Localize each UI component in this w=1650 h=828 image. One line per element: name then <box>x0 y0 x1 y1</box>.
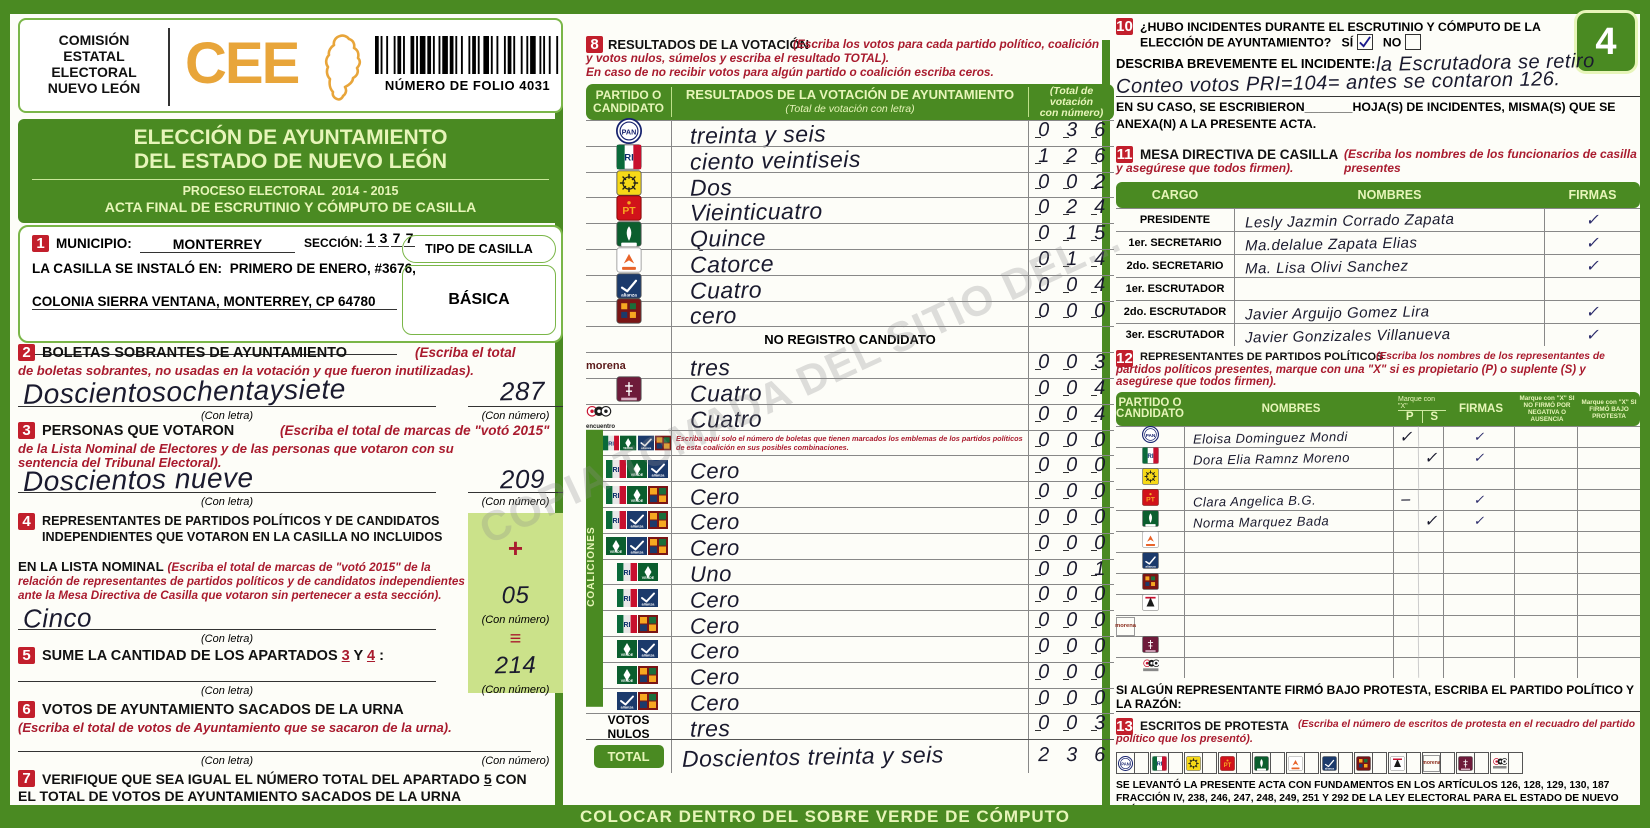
svg-text:alianza: alianza <box>620 705 634 709</box>
svg-text:PT: PT <box>622 206 636 217</box>
svg-text:PAN: PAN <box>621 127 636 136</box>
svg-text:RI: RI <box>613 493 620 500</box>
svg-text:alianza: alianza <box>631 525 645 529</box>
svg-text:alianza: alianza <box>621 292 637 298</box>
svg-text:alianza: alianza <box>641 602 655 606</box>
svg-text:alianza: alianza <box>641 654 655 658</box>
svg-text:VERDE: VERDE <box>641 576 654 580</box>
svg-text:RI: RI <box>613 518 620 525</box>
svg-text:VERDE: VERDE <box>623 446 633 450</box>
svg-text:RI: RI <box>623 622 630 629</box>
svg-text:alianza: alianza <box>652 473 666 477</box>
svg-text:RI: RI <box>613 467 620 474</box>
svg-text:VERDE: VERDE <box>620 654 633 658</box>
svg-text:VERDE: VERDE <box>610 550 623 554</box>
svg-text:RI: RI <box>623 596 630 603</box>
svg-text:VERDE: VERDE <box>620 679 633 683</box>
svg-text:RI: RI <box>608 441 614 447</box>
svg-text:VERDE: VERDE <box>631 473 644 477</box>
svg-text:alianza: alianza <box>631 551 645 555</box>
svg-text:RI: RI <box>623 570 630 577</box>
svg-text:VERDE: VERDE <box>631 499 644 503</box>
svg-text:alianza: alianza <box>640 446 651 450</box>
svg-text:RI: RI <box>624 152 634 163</box>
